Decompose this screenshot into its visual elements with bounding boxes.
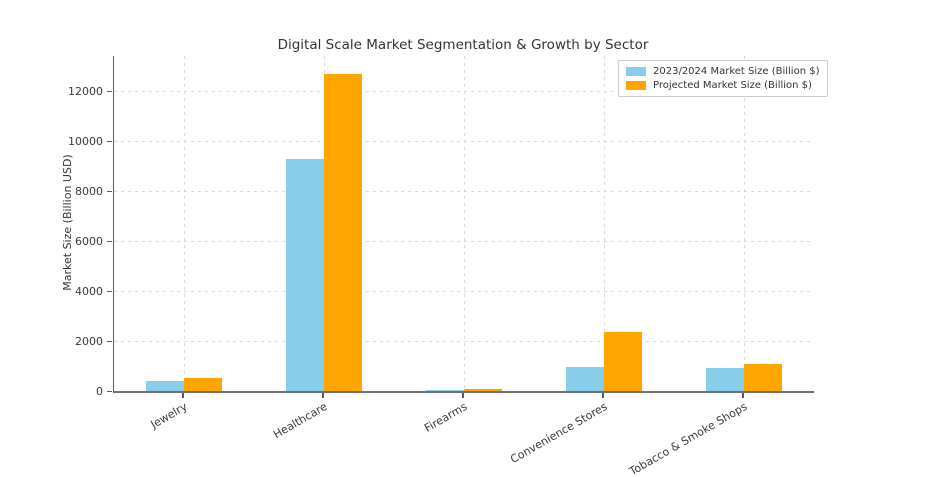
y-tick-mark [107,340,112,342]
legend-swatch-projected-market-size [626,81,646,90]
bar-projected [324,73,362,391]
legend-swatch-current-market-size [626,67,646,76]
bar-current [706,367,744,391]
y-tick-mark [107,140,112,142]
x-tick-mark [322,393,324,398]
y-tick-label: 10000 [68,134,103,148]
bar-current [426,389,464,391]
plot-area [113,56,814,393]
bar-current [286,158,324,391]
legend: 2023/2024 Market Size (Billion $) Projec… [618,60,829,97]
legend-label-current-market-size: 2023/2024 Market Size (Billion $) [653,66,820,77]
bar-current [146,381,184,391]
legend-item-series1: 2023/2024 Market Size (Billion $) [626,66,819,77]
y-tick-label: 12000 [68,84,103,98]
gridline-vertical [604,56,605,391]
bar-projected [184,378,222,391]
y-tick-label: 4000 [75,284,103,298]
bar-current [566,366,604,391]
gridline-vertical [184,56,185,391]
x-tick-mark [182,393,184,398]
y-tick-label: 6000 [75,234,103,248]
x-category-label: Jewelry [148,400,190,432]
y-tick-mark [107,290,112,292]
gridline-vertical [464,56,465,391]
gridline-vertical [744,56,745,391]
bar-projected [604,332,642,391]
chart-title: Digital Scale Market Segmentation & Grow… [277,37,649,53]
legend-label-projected-market-size: Projected Market Size (Billion $) [653,80,812,91]
y-tick-label: 0 [96,384,103,398]
y-tick-mark [107,190,112,192]
y-tick-label: 2000 [75,334,103,348]
y-tick-label: 8000 [75,184,103,198]
y-tick-mark [107,390,112,392]
bar-projected [744,364,782,391]
x-tick-mark [602,393,604,398]
legend-item-series2: Projected Market Size (Billion $) [626,80,819,91]
y-tick-mark [107,90,112,92]
x-tick-mark [742,393,744,398]
x-tick-mark [462,393,464,398]
bar-projected [464,388,502,391]
y-tick-mark [107,240,112,242]
